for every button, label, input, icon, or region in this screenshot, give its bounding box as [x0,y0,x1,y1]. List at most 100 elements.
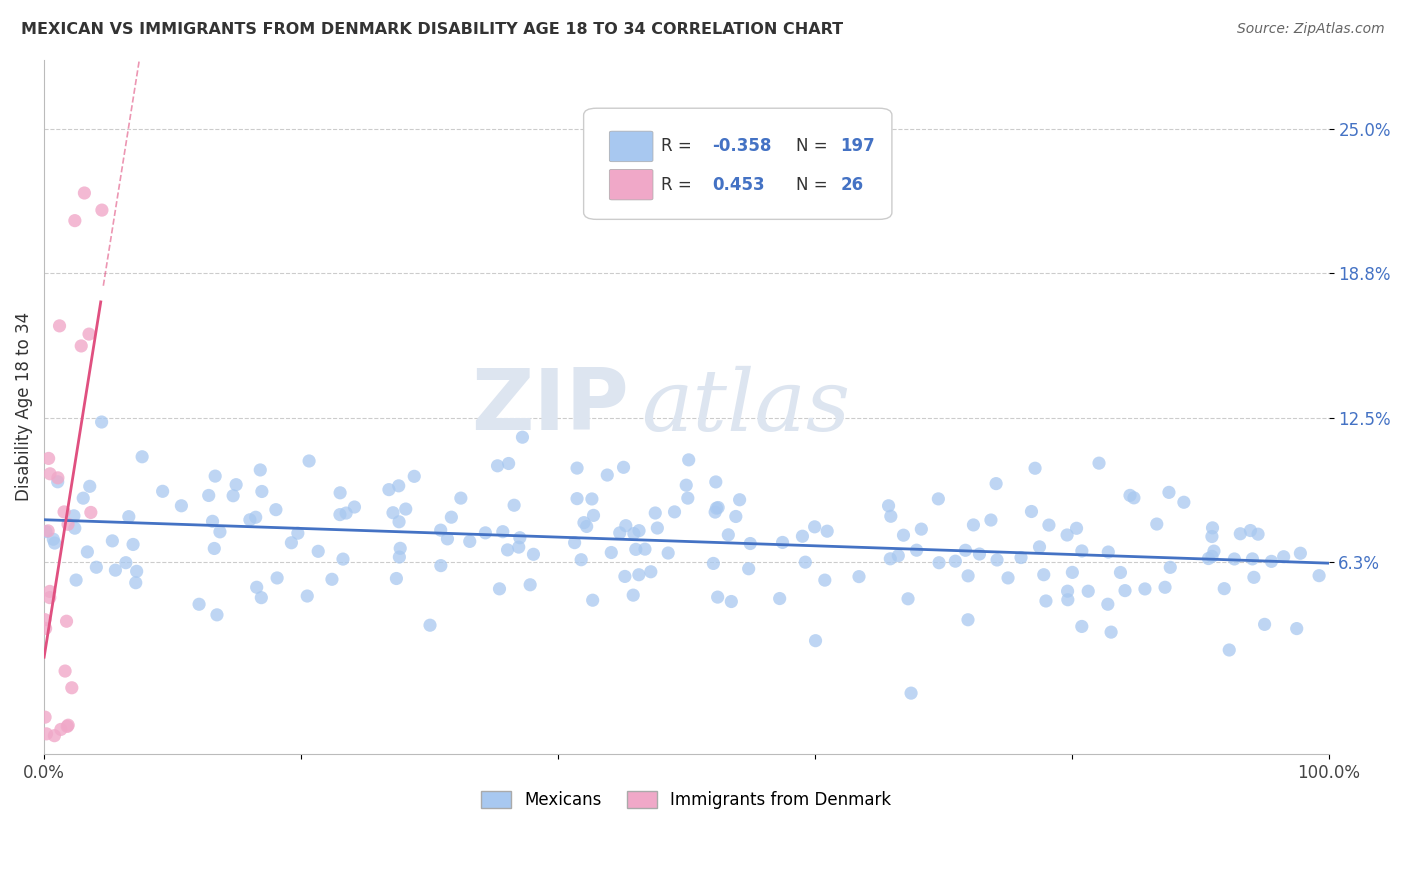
Point [1099,625,1122,640]
Point [90,203,112,218]
Point [512,430,534,444]
Point [125,564,148,578]
Point [38,451,60,466]
Point [1201,521,1223,535]
Point [35,727,58,741]
Point [900,686,922,700]
Point [404,469,426,483]
Point [1122,491,1144,505]
Point [769,591,792,606]
Point [877,499,900,513]
Point [1119,488,1142,502]
Point [640,565,662,579]
Point [1024,461,1046,475]
Point [910,522,932,536]
Point [815,524,838,539]
Point [498,457,520,471]
Point [388,515,411,529]
Point [152,484,174,499]
Point [1109,566,1132,580]
Point [48,318,70,333]
Point [1021,504,1043,518]
Y-axis label: Disability Age 18 to 34: Disability Age 18 to 34 [15,312,32,501]
Point [63,521,86,535]
Point [335,506,357,520]
Point [104,563,127,577]
Point [419,618,441,632]
Point [79,479,101,493]
Point [486,458,509,473]
Point [1032,567,1054,582]
Point [575,519,598,533]
Point [1247,527,1270,541]
Point [792,529,814,543]
Point [772,535,794,549]
Point [488,582,510,596]
Point [250,591,273,605]
Point [596,468,619,483]
Point [55,614,77,628]
Point [42,533,65,547]
Text: 197: 197 [841,137,876,155]
Point [329,508,352,522]
Point [1243,570,1265,584]
Text: -0.358: -0.358 [711,137,772,155]
Point [1223,552,1246,566]
Point [893,528,915,542]
Point [49,723,72,737]
Point [205,607,228,622]
Point [969,547,991,561]
Point [297,589,319,603]
Point [1070,619,1092,633]
Point [225,477,247,491]
Point [56,517,79,532]
Point [1028,540,1050,554]
Point [1056,592,1078,607]
Point [63,508,86,523]
Point [717,528,740,542]
Point [1197,551,1219,566]
Point [582,508,605,523]
Point [250,484,273,499]
Point [887,549,910,563]
Point [623,526,645,541]
Point [188,597,211,611]
Point [956,613,979,627]
Point [803,520,825,534]
Point [201,514,224,528]
Point [997,571,1019,585]
Point [458,534,481,549]
Point [1114,583,1136,598]
Text: Source: ZipAtlas.com: Source: ZipAtlas.com [1237,22,1385,37]
Point [46,471,69,485]
Text: N =: N = [796,137,832,155]
Point [957,569,980,583]
Point [385,572,408,586]
Point [343,500,366,514]
Point [1038,518,1060,533]
Point [522,547,544,561]
Point [38,584,60,599]
Point [202,541,225,556]
Point [378,483,401,497]
Point [1173,495,1195,509]
Point [1241,552,1264,566]
Point [728,492,751,507]
Point [879,551,901,566]
Point [329,485,352,500]
Point [35,524,58,539]
Point [814,573,837,587]
Point [1097,545,1119,559]
Point [1308,568,1330,582]
Point [321,572,343,586]
Point [980,513,1002,527]
Point [702,557,724,571]
Point [1088,456,1111,470]
Point [53,664,76,678]
Point [737,562,759,576]
Point [569,552,592,566]
Point [222,489,245,503]
Point [1159,560,1181,574]
Text: N =: N = [796,176,832,194]
Point [1202,544,1225,558]
